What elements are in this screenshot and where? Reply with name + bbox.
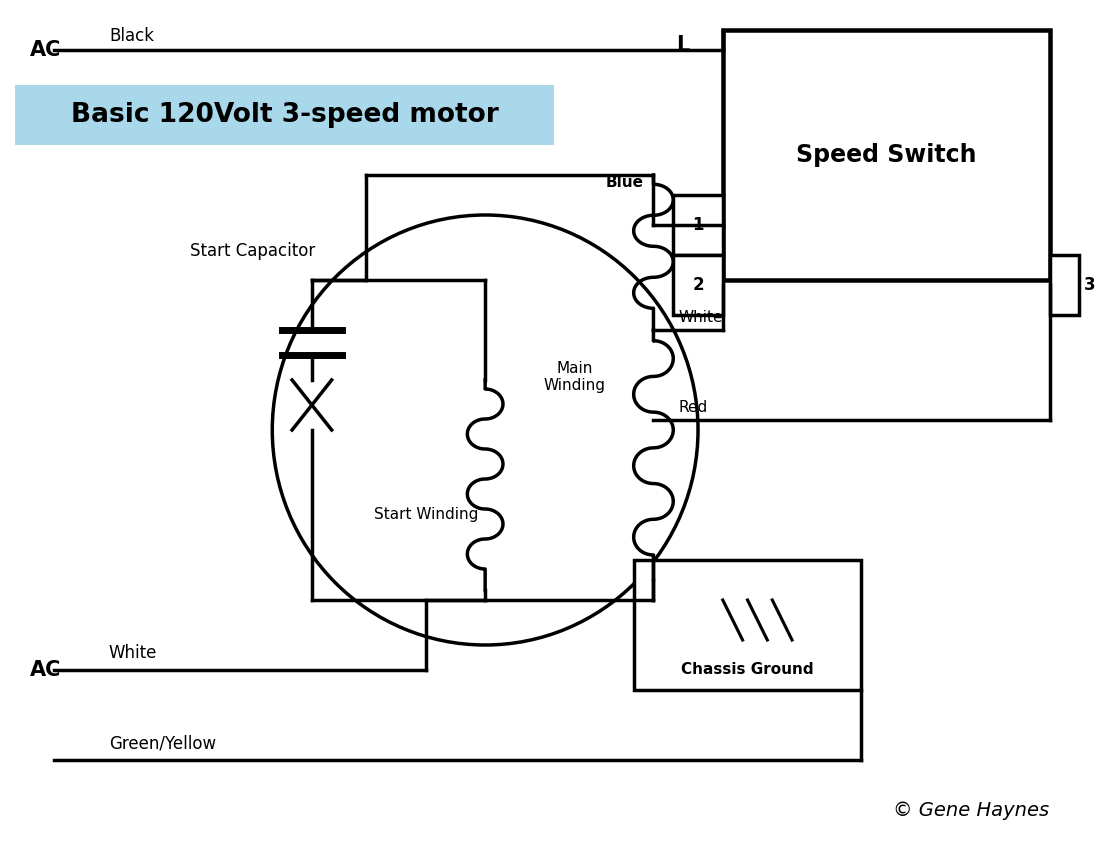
Text: White: White <box>678 310 722 325</box>
Text: AC: AC <box>30 660 61 680</box>
Bar <box>15 85 555 145</box>
Text: 3: 3 <box>1084 276 1096 294</box>
Text: Red: Red <box>678 400 708 415</box>
Text: Chassis Ground: Chassis Ground <box>682 662 814 677</box>
Text: Start Capacitor: Start Capacitor <box>190 242 316 260</box>
Text: Basic 120Volt 3-speed motor: Basic 120Volt 3-speed motor <box>71 102 499 128</box>
Text: Green/Yellow: Green/Yellow <box>109 734 216 752</box>
Text: White: White <box>109 644 158 662</box>
Bar <box>633 560 861 690</box>
Text: 2: 2 <box>693 276 704 294</box>
Text: 1: 1 <box>693 216 704 234</box>
Text: Start Winding: Start Winding <box>374 507 478 523</box>
Text: Black: Black <box>109 27 153 45</box>
Bar <box>1050 255 1080 315</box>
Text: Blue: Blue <box>606 175 643 190</box>
Bar <box>673 255 722 315</box>
Text: L: L <box>676 35 689 55</box>
Bar <box>722 30 1050 280</box>
Text: © Gene Haynes: © Gene Haynes <box>893 801 1050 820</box>
Text: AC: AC <box>30 40 61 60</box>
Text: Speed Switch: Speed Switch <box>796 143 977 167</box>
Bar <box>673 195 722 255</box>
Text: Main
Winding: Main Winding <box>544 361 605 393</box>
